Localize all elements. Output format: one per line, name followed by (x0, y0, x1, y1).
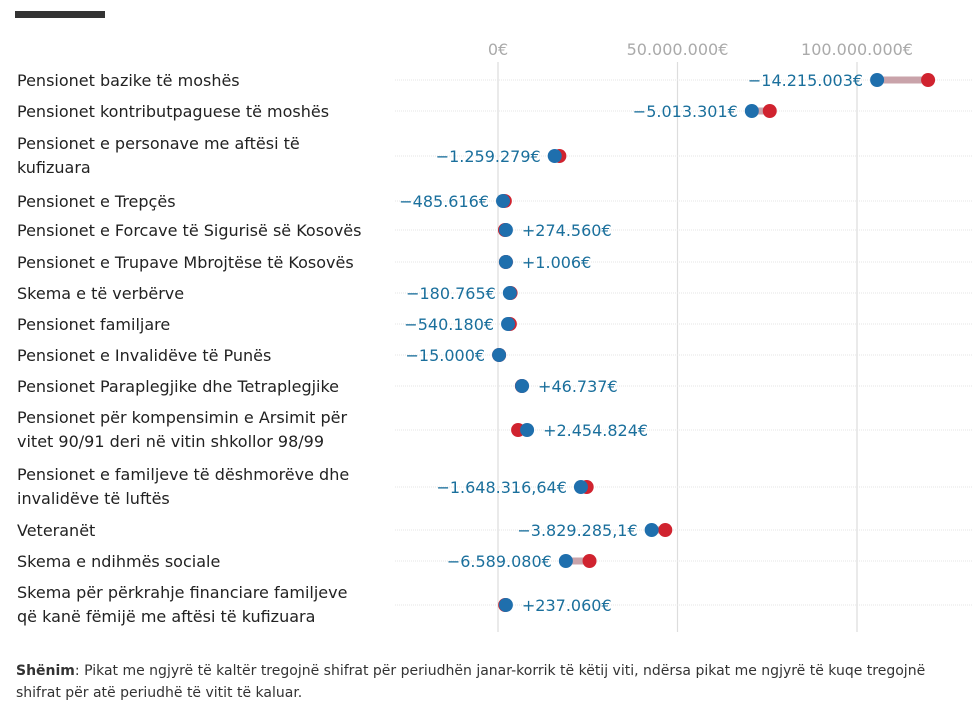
previous-value-dot (762, 104, 777, 118)
change-label: −1.648.316,64€ (436, 478, 566, 497)
current-value-dot (870, 73, 885, 87)
previous-value-dot (921, 73, 936, 87)
change-label: +237.060€ (522, 596, 612, 615)
row-label: Pensionet familjare (17, 315, 170, 334)
change-label: −540.180€ (404, 315, 494, 334)
current-value-dot (492, 348, 507, 362)
current-value-dot (496, 194, 511, 208)
current-value-dot (498, 598, 513, 612)
row-label: Pensionet Paraplegjike dhe Tetraplegjike (17, 377, 339, 396)
row-label: kufizuara (17, 158, 91, 177)
change-label: −1.259.279€ (436, 147, 541, 166)
row-label: Pensionet bazike të moshës (17, 71, 240, 90)
row-label: vitet 90/91 deri në vitin shkollor 98/99 (17, 432, 324, 451)
current-value-dot (498, 223, 513, 237)
row-label: Pensionet e Trupave Mbrojtëse të Kosovës (17, 253, 354, 272)
row-label: Skema për përkrahje financiare familjeve (17, 583, 347, 602)
chart-note: Shënim: Pikat me ngjyrë të kaltër tregoj… (16, 660, 971, 704)
row-label: Pensionet e personave me aftësi të (17, 134, 300, 153)
change-label: −3.829.285,1€ (517, 521, 637, 540)
previous-value-dot (658, 523, 673, 537)
x-tick-label: 100.000.000€ (801, 40, 913, 59)
header-bar (15, 11, 105, 18)
change-label: +274.560€ (522, 221, 612, 240)
row-label: invalidëve të luftës (17, 489, 170, 508)
row-label: që kanë fëmijë me aftësi të kufizuara (17, 607, 315, 626)
change-label: −5.013.301€ (633, 102, 738, 121)
current-value-dot (502, 286, 517, 300)
change-label: −15.000€ (405, 346, 485, 365)
x-tick-label: 0€ (488, 40, 508, 59)
current-value-dot (501, 317, 516, 331)
row-label: Pensionet e Trepçës (17, 192, 176, 211)
current-value-dot (547, 149, 562, 163)
dumbbell-chart: 0€ 50.000.000€ 100.000.000€ Pensionet bazik… (17, 40, 972, 632)
row-label: Pensionet për kompensimin e Arsimit për (17, 408, 348, 427)
current-value-dot (515, 379, 530, 393)
change-label: −6.589.080€ (447, 552, 552, 571)
change-label: −180.765€ (406, 284, 496, 303)
row-label: Pensionet e Invalidëve të Punës (17, 346, 271, 365)
change-label: +46.737€ (538, 377, 618, 396)
row-label: Veteranët (17, 521, 95, 540)
row-label: Pensionet e familjeve të dëshmorëve dhe (17, 465, 349, 484)
current-value-dot (520, 423, 535, 437)
change-label: −14.215.003€ (748, 71, 863, 90)
change-label: −485.616€ (399, 192, 489, 211)
current-value-dot (498, 255, 513, 269)
change-label: +1.006€ (522, 253, 591, 272)
note-text: : Pikat me ngjyrë të kaltër tregojnë shi… (16, 663, 926, 701)
current-value-dot (558, 554, 573, 568)
note-title: Shënim (16, 663, 75, 679)
current-value-dot (744, 104, 759, 118)
current-value-dot (644, 523, 659, 537)
current-value-dot (573, 480, 588, 494)
change-label: +2.454.824€ (543, 421, 648, 440)
x-tick-label: 50.000.000€ (627, 40, 729, 59)
row-label: Pensionet kontributpaguese të moshës (17, 102, 329, 121)
row-label: Skema e të verbërve (17, 284, 184, 303)
row-label: Pensionet e Forcave të Sigurisë së Kosov… (17, 221, 361, 240)
row-label: Skema e ndihmës sociale (17, 552, 220, 571)
previous-value-dot (582, 554, 597, 568)
